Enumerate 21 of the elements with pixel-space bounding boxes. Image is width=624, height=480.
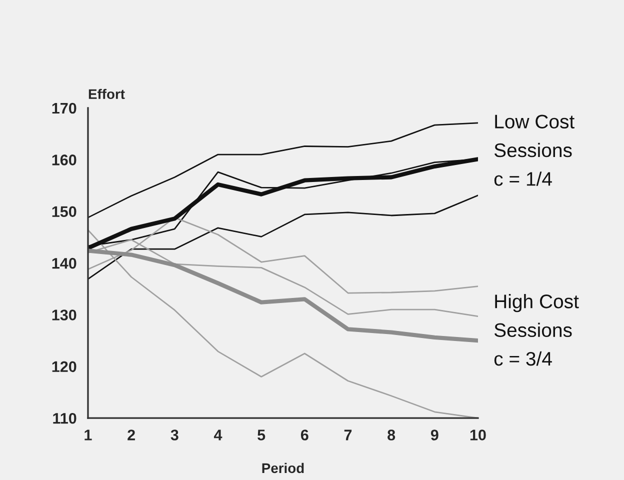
x-tick-label: 2	[128, 430, 135, 440]
x-tick-label: 6	[300, 430, 308, 440]
x-tick-label: 5	[258, 430, 266, 440]
y-tick-label: 160	[52, 154, 76, 166]
x-tick-label: 9	[430, 430, 438, 440]
y-axis-title: Effort	[88, 88, 125, 100]
x-tick-label: 3	[170, 430, 178, 440]
y-tick-label: 170	[52, 102, 76, 114]
x-tick-label: 4	[214, 430, 222, 440]
y-tick-label: 120	[52, 361, 76, 372]
y-tick-label: 130	[52, 310, 76, 320]
text: Low Cost Sessions c = 1/4	[494, 114, 574, 186]
x-axis-title: Period	[262, 462, 304, 474]
x-tick-label: 7	[344, 430, 352, 440]
y-tick-label: 150	[52, 206, 76, 218]
y-tick-label: 110	[53, 412, 76, 424]
x-tick-label: 8	[388, 430, 396, 440]
x-tick-label: 10	[470, 430, 486, 440]
y-tick-label: 140	[52, 258, 76, 269]
text: High Cost Sessions c = 3/4	[494, 294, 579, 366]
x-tick-label: 1	[84, 430, 92, 440]
